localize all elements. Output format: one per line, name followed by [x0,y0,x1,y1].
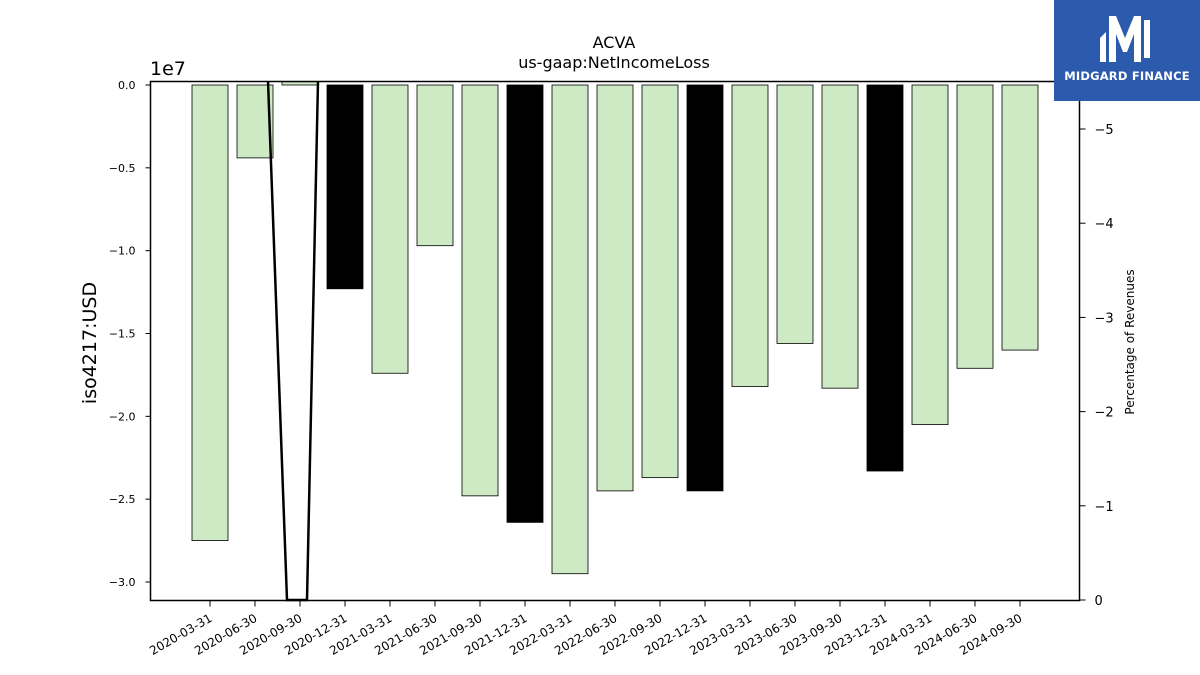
y2-tick-label: 0 [1095,594,1103,609]
bar-2024-03-31 [911,84,949,426]
bar-2023-12-31 [866,84,904,472]
bar-2020-12-31 [326,84,364,290]
bar-2024-09-30 [1001,84,1039,351]
y2-axis-label: Percentage of Revenues [1123,269,1137,414]
y-offset-label: 1e7 [150,58,186,80]
logo-text: MIDGARD FINANCE [1064,69,1190,83]
bar-2020-03-31 [191,84,229,541]
y-tick-label: −0.5 [109,162,136,175]
bar-2024-06-30 [956,84,994,369]
y-tick-label: 0.0 [118,79,136,92]
bar-2022-12-31 [686,84,724,492]
y-tick-label: −3.0 [109,576,136,589]
chart-title: ACVA [593,33,636,52]
bar-2021-09-30 [461,84,499,497]
y2-tick-label: −1 [1095,500,1114,515]
y2-tick-label: −3 [1095,311,1114,326]
bar-2022-09-30 [641,84,679,479]
y2-tick-label: −4 [1095,217,1114,232]
y-tick-label: −1.0 [109,245,136,258]
bar-2023-09-30 [821,84,859,389]
bar-2022-06-30 [596,84,634,492]
chart-subtitle: us-gaap:NetIncomeLoss [518,53,710,72]
bar-2022-03-31 [551,84,589,575]
y-tick-label: −1.5 [109,328,136,341]
bar-2021-12-31 [506,84,544,523]
bar-2021-06-30 [416,84,454,247]
bar-2023-03-31 [731,84,769,387]
y-axis-label: iso4217:USD [79,282,101,404]
bar-2020-06-30 [236,84,274,159]
y2-tick-label: −2 [1095,406,1114,421]
midgard-finance-logo: MIDGARD FINANCE [1054,0,1200,101]
bar-2021-03-31 [371,84,409,374]
y-tick-label: −2.5 [109,493,136,506]
bar-2023-06-30 [776,84,814,344]
y2-tick-label: −5 [1095,123,1114,138]
y-tick-label: −2.0 [109,410,136,423]
percentage-of-revenues-line [266,80,320,602]
logo-mark-icon [1100,16,1150,62]
